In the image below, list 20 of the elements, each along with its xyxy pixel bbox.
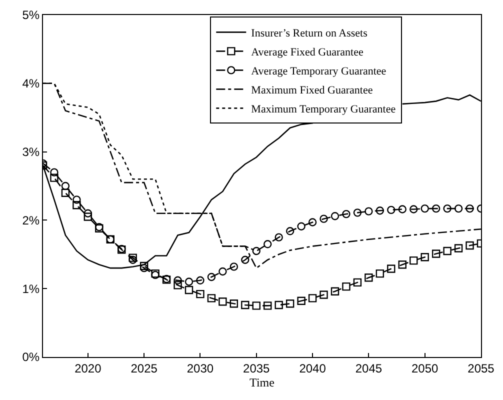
- y-tick-label: 4%: [22, 76, 40, 91]
- x-tick-label: 2045: [355, 361, 382, 376]
- y-tick-label: 1%: [22, 282, 40, 296]
- legend-label: Average Fixed Guarantee: [251, 46, 364, 58]
- x-tick-label: 2040: [299, 361, 326, 376]
- legend-label: Insurer’s Return on Assets: [251, 28, 368, 40]
- y-tick-label: 3%: [22, 145, 40, 159]
- x-tick-label: 2030: [186, 361, 214, 376]
- y-tick-label: 2%: [22, 213, 40, 228]
- y-tick-label: 0%: [22, 350, 40, 364]
- legend-label: Average Temporary Guarantee: [251, 66, 386, 78]
- x-axis-title: Time: [250, 375, 274, 390]
- x-tick-label: 2050: [412, 361, 439, 376]
- x-tick-label: 2055: [468, 361, 495, 376]
- y-tick-label: 5%: [22, 8, 40, 22]
- x-tick-label: 2025: [130, 361, 158, 376]
- x-tick-label: 2020: [74, 361, 102, 376]
- legend-label: Maximum Fixed Guarantee: [251, 84, 373, 96]
- legend-label: Maximum Temporary Guarantee: [251, 104, 396, 116]
- x-tick-label: 2035: [243, 361, 270, 376]
